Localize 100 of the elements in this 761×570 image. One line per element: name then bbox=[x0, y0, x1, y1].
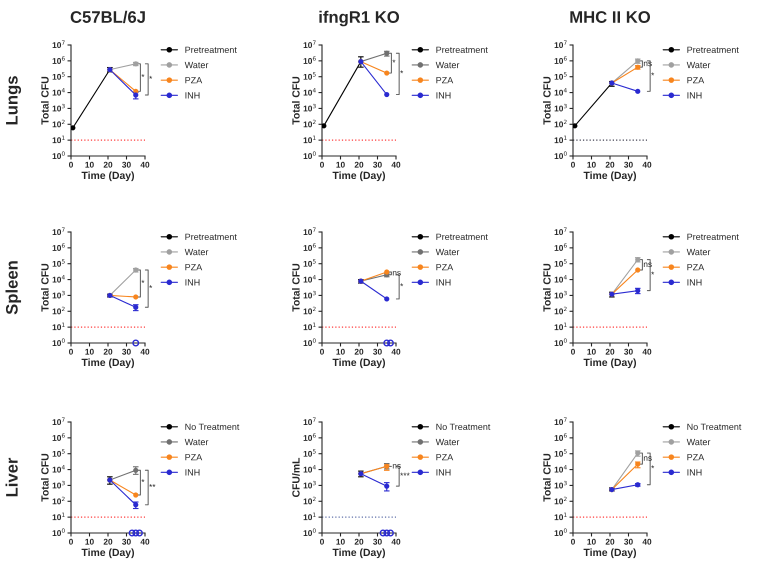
text: Liver bbox=[6, 458, 18, 496]
x-tick-label: 30 bbox=[624, 538, 633, 545]
x-tick-label: 0 bbox=[571, 538, 575, 545]
text: ** bbox=[149, 484, 156, 487]
x-axis-title: Time (Day) bbox=[332, 548, 386, 558]
legend-label: INH bbox=[687, 279, 702, 286]
y-tick-label: 10$^{4}$ bbox=[554, 465, 567, 473]
y-tick-label: 10$^{0}$ bbox=[304, 338, 316, 346]
x-tick-label: 40 bbox=[140, 162, 150, 168]
legend-label: Pretreatment bbox=[436, 234, 488, 240]
legend-label: Water bbox=[436, 62, 460, 68]
y-tick-label: 10$^{0}$ bbox=[554, 151, 567, 160]
y-tick-label: 10$^{5}$ bbox=[554, 449, 567, 457]
y-tick-label: 10$^{1}$ bbox=[304, 136, 316, 144]
y-tick-label: 10$^{6}$ bbox=[554, 433, 567, 441]
y-tick-label: 10$^{7}$ bbox=[554, 228, 567, 236]
text: Lungs bbox=[6, 76, 22, 124]
y-tick-label: 10$^{6}$ bbox=[304, 56, 316, 64]
y-tick-label: 10$^{0}$ bbox=[554, 528, 567, 536]
x-tick-label: 0 bbox=[320, 348, 324, 355]
y-tick-label: 10$^{3}$ bbox=[554, 290, 567, 298]
legend-label: No Treatment bbox=[436, 424, 490, 430]
legend-label: INH bbox=[185, 92, 200, 98]
chart-title: ifngR1 KO bbox=[319, 10, 400, 26]
y-axis-title: Total CFU bbox=[543, 76, 551, 125]
legend-label: Pretreatment bbox=[185, 46, 237, 54]
y-tick-label: 10$^{1}$ bbox=[52, 512, 65, 520]
legend-label: Water bbox=[686, 62, 710, 68]
annotation: ns bbox=[392, 271, 401, 276]
y-tick-label: 10$^{2}$ bbox=[304, 306, 316, 314]
y-tick-label: 10$^{5}$ bbox=[304, 449, 316, 457]
x-tick-label: 30 bbox=[122, 162, 131, 168]
y-axis-title: Total CFU bbox=[292, 264, 300, 312]
legend-label: PZA bbox=[436, 77, 454, 84]
annotation: * bbox=[141, 74, 144, 77]
x-tick-label: 0 bbox=[571, 162, 575, 168]
legend-label: Water bbox=[686, 438, 710, 446]
y-tick-label: 10$^{3}$ bbox=[52, 480, 65, 488]
y-tick-label: 10$^{5}$ bbox=[554, 72, 567, 80]
y-tick-label: 10$^{0}$ bbox=[52, 151, 65, 160]
legend-label: PZA bbox=[687, 264, 704, 270]
x-tick-label: 0 bbox=[69, 348, 73, 355]
y-axis-title: Total CFU bbox=[292, 76, 300, 125]
x-tick-label: 20 bbox=[104, 162, 112, 168]
x-tick-label: 30 bbox=[122, 348, 131, 355]
y-axis-title: CFU/mL bbox=[292, 458, 300, 498]
x-tick-label: 10 bbox=[336, 348, 345, 355]
annotation: * bbox=[141, 280, 144, 283]
x-axis-title: Time (Day) bbox=[584, 171, 636, 182]
x-tick-label: 30 bbox=[373, 538, 382, 545]
x-tick-label: 40 bbox=[391, 162, 400, 168]
y-tick-label: 10$^{1}$ bbox=[52, 322, 65, 330]
y-tick-label: 10$^{3}$ bbox=[554, 104, 567, 112]
x-tick-label: 40 bbox=[642, 348, 652, 355]
y-tick-label: 10$^{6}$ bbox=[52, 433, 65, 441]
y-tick-label: 10$^{5}$ bbox=[52, 259, 65, 267]
y-tick-label: 10$^{4}$ bbox=[554, 275, 567, 283]
annotation: * bbox=[141, 479, 144, 482]
x-axis-title: Time (Day) bbox=[584, 548, 636, 558]
x-tick-label: 20 bbox=[606, 162, 614, 168]
y-axis-title: Total CFU bbox=[41, 454, 49, 502]
x-tick-label: 30 bbox=[373, 162, 382, 168]
legend-label: INH bbox=[185, 469, 200, 476]
text: Spleen bbox=[6, 261, 22, 314]
legend-label: Water bbox=[436, 248, 460, 256]
y-tick-label: 10$^{6}$ bbox=[554, 243, 567, 251]
annotation: ns bbox=[392, 464, 401, 469]
x-tick-label: 20 bbox=[354, 538, 364, 545]
y-tick-label: 10$^{4}$ bbox=[304, 275, 316, 283]
y-tick-label: 10$^{3}$ bbox=[554, 480, 567, 488]
y-tick-label: 10$^{2}$ bbox=[52, 120, 65, 128]
legend-label: Pretreatment bbox=[185, 234, 237, 240]
x-tick-label: 0 bbox=[69, 538, 73, 545]
x-axis-title: Time (Day) bbox=[332, 171, 386, 182]
y-tick-label: 10$^{2}$ bbox=[554, 306, 567, 314]
legend-label: PZA bbox=[185, 454, 202, 460]
y-tick-label: 10$^{6}$ bbox=[52, 243, 65, 251]
y-tick-label: 10$^{7}$ bbox=[52, 40, 65, 48]
x-tick-label: 30 bbox=[373, 348, 382, 355]
x-tick-label: 10 bbox=[336, 538, 345, 545]
y-tick-label: 10$^{0}$ bbox=[304, 528, 316, 536]
x-tick-label: 20 bbox=[606, 538, 614, 545]
x-tick-label: 0 bbox=[69, 162, 73, 168]
y-tick-label: 10$^{0}$ bbox=[554, 338, 567, 346]
text: *** bbox=[400, 472, 410, 476]
y-tick-label: 10$^{1}$ bbox=[554, 322, 567, 330]
x-tick-label: 0 bbox=[571, 348, 575, 355]
legend-label: PZA bbox=[687, 77, 704, 84]
x-tick-label: 20 bbox=[104, 348, 112, 355]
x-tick-label: 10 bbox=[587, 162, 596, 168]
y-tick-label: 10$^{4}$ bbox=[304, 465, 316, 473]
legend-label: Water bbox=[184, 248, 208, 256]
chart-title: C57BL/6J bbox=[70, 10, 145, 24]
y-tick-label: 10$^{7}$ bbox=[554, 418, 567, 426]
text: * bbox=[651, 465, 654, 468]
y-tick-label: 10$^{2}$ bbox=[52, 306, 65, 314]
y-tick-label: 10$^{6}$ bbox=[304, 243, 316, 251]
legend-label: INH bbox=[185, 279, 200, 286]
text: * bbox=[149, 285, 152, 288]
legend-label: PZA bbox=[436, 264, 454, 270]
